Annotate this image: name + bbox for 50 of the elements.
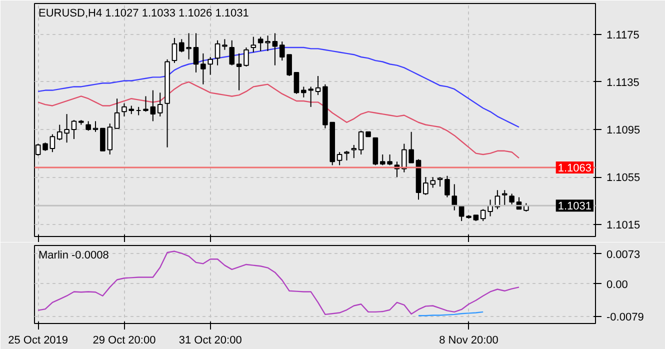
candlestick xyxy=(437,176,443,188)
candlestick xyxy=(200,52,206,85)
candlestick xyxy=(452,184,458,211)
x-tick-label: 8 Nov 20:00 xyxy=(439,334,498,346)
candlestick xyxy=(222,38,228,50)
x-tick-label: 25 Oct 2019 xyxy=(8,334,68,346)
candlestick xyxy=(272,32,278,66)
candlestick xyxy=(114,98,120,129)
candlestick xyxy=(344,150,350,161)
line-series xyxy=(37,250,520,316)
candlestick xyxy=(294,72,300,94)
y-tick-label: 0.00 xyxy=(606,278,628,291)
candlestick xyxy=(193,32,199,73)
candlestick xyxy=(172,37,178,64)
candlestick xyxy=(50,134,56,153)
chart-title: Marlin -0.0008 xyxy=(38,250,109,262)
x-tick-label: 31 Oct 20:00 xyxy=(178,334,242,346)
candlestick xyxy=(315,76,321,96)
candlestick xyxy=(244,46,249,68)
candlestick xyxy=(358,130,364,155)
candlestick xyxy=(92,120,98,132)
candlestick xyxy=(351,144,357,159)
candlestick xyxy=(86,120,91,132)
candlestick xyxy=(150,90,156,122)
candlestick xyxy=(250,36,256,53)
y-tick-label: -0.0079 xyxy=(606,311,644,324)
candlestick xyxy=(236,52,242,91)
candlestick xyxy=(143,96,148,112)
chart-title: EURUSD,H4 1.1027 1.1033 1.1026 1.1031 xyxy=(38,8,249,20)
candlestick xyxy=(265,35,270,52)
y-tick-label: 0.0073 xyxy=(606,248,640,261)
y-tick-label: 1.1135 xyxy=(606,76,640,89)
ref-line-label: 1.1063 xyxy=(558,162,592,175)
ref-line-label: 1.1031 xyxy=(558,200,592,213)
y-tick-label: 1.1055 xyxy=(606,172,640,184)
candlestick xyxy=(208,56,214,76)
x-tick-label: 29 Oct 20:00 xyxy=(92,334,156,346)
candlestick xyxy=(502,190,508,206)
candlestick xyxy=(157,92,163,117)
candlestick xyxy=(336,152,342,166)
line-series xyxy=(37,81,520,159)
candlestick xyxy=(71,120,77,140)
candlestick xyxy=(444,175,450,198)
candlestick xyxy=(229,40,235,66)
y-tick-label: 1.1095 xyxy=(606,124,640,137)
y-tick-label: 1.1175 xyxy=(606,29,640,42)
y-tick-label: 1.1015 xyxy=(606,220,640,232)
candlestick xyxy=(258,36,264,52)
candlestick xyxy=(214,40,220,66)
candlestick xyxy=(509,193,514,205)
